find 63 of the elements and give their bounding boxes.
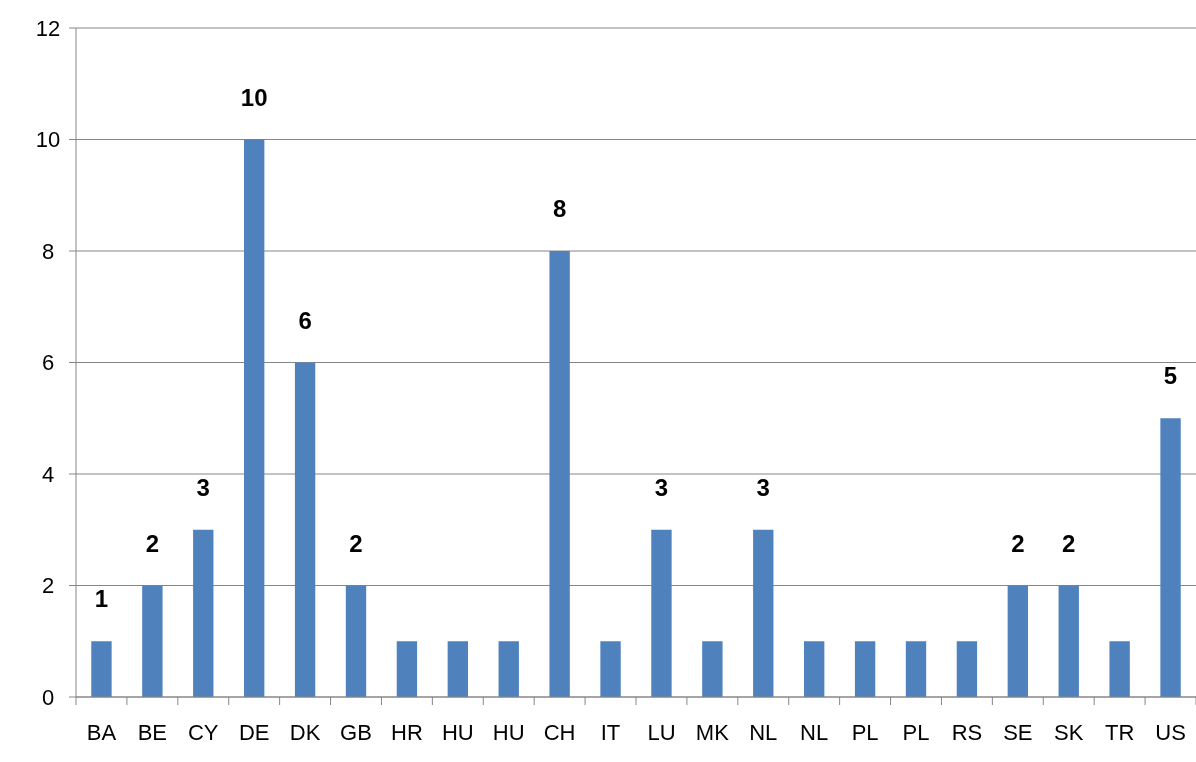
x-tick-label: PL bbox=[902, 720, 930, 745]
bar bbox=[1058, 585, 1079, 697]
data-label: 2 bbox=[145, 529, 160, 557]
bar bbox=[854, 641, 876, 697]
bar bbox=[956, 641, 978, 697]
bar bbox=[1007, 585, 1028, 697]
x-tick-label: HU bbox=[441, 720, 474, 745]
x-tick-label: LU bbox=[647, 720, 676, 745]
data-label: 6 bbox=[298, 306, 312, 334]
x-tick-label: SK bbox=[1054, 720, 1084, 745]
data-label: 10 bbox=[240, 83, 268, 111]
bar bbox=[447, 641, 468, 697]
data-label: 1 bbox=[94, 585, 109, 613]
x-tick-label: HR bbox=[391, 720, 423, 745]
data-label: 5 bbox=[1163, 362, 1178, 390]
x-tick-label: TR bbox=[1104, 720, 1135, 745]
data-label: 2 bbox=[1062, 529, 1076, 557]
x-tick-label: DK bbox=[289, 720, 321, 745]
y-tick-label: 2 bbox=[41, 573, 55, 599]
x-tick-label: DE bbox=[238, 720, 270, 745]
bar bbox=[396, 641, 418, 697]
bar bbox=[1160, 418, 1181, 697]
bar bbox=[193, 529, 214, 697]
x-tick-label: NL bbox=[800, 720, 829, 745]
bar bbox=[1109, 641, 1130, 697]
y-tick-label: 8 bbox=[41, 238, 55, 264]
x-tick-label: US bbox=[1155, 720, 1186, 745]
bar bbox=[294, 362, 316, 697]
bar bbox=[91, 641, 112, 697]
bar bbox=[600, 641, 621, 697]
x-tick-label: MK bbox=[695, 720, 730, 745]
data-label: 2 bbox=[1011, 529, 1025, 557]
x-tick-label: RS bbox=[951, 720, 983, 745]
bar bbox=[753, 529, 774, 697]
x-tick-label: SE bbox=[1003, 720, 1033, 745]
y-tick-label: 4 bbox=[41, 461, 55, 487]
data-label: 2 bbox=[349, 529, 363, 557]
bar bbox=[142, 585, 163, 697]
x-tick-label: BE bbox=[137, 720, 168, 745]
x-tick-label: GB bbox=[340, 720, 372, 745]
bar bbox=[345, 585, 367, 697]
bar bbox=[498, 641, 519, 697]
y-tick-label: 10 bbox=[35, 127, 61, 153]
x-tick-label: BA bbox=[86, 720, 117, 745]
data-label: 8 bbox=[552, 195, 567, 222]
x-tick-label: IT bbox=[600, 720, 621, 745]
data-label: 3 bbox=[654, 473, 669, 501]
bar bbox=[651, 529, 672, 697]
y-tick-label: 0 bbox=[41, 684, 55, 710]
bar bbox=[244, 139, 265, 697]
x-tick-label: CH bbox=[543, 720, 576, 745]
y-tick-label: 12 bbox=[35, 15, 61, 41]
x-tick-label: NL bbox=[749, 720, 778, 745]
x-tick-label: HU bbox=[492, 720, 525, 745]
y-tick-label: 6 bbox=[41, 350, 55, 376]
data-label: 3 bbox=[196, 473, 210, 501]
bar bbox=[905, 641, 927, 697]
data-label: 3 bbox=[756, 473, 770, 501]
bar bbox=[804, 641, 825, 697]
x-tick-label: PL bbox=[851, 720, 879, 745]
bar bbox=[549, 251, 570, 697]
bar bbox=[702, 641, 723, 697]
x-tick-label: CY bbox=[187, 720, 219, 745]
